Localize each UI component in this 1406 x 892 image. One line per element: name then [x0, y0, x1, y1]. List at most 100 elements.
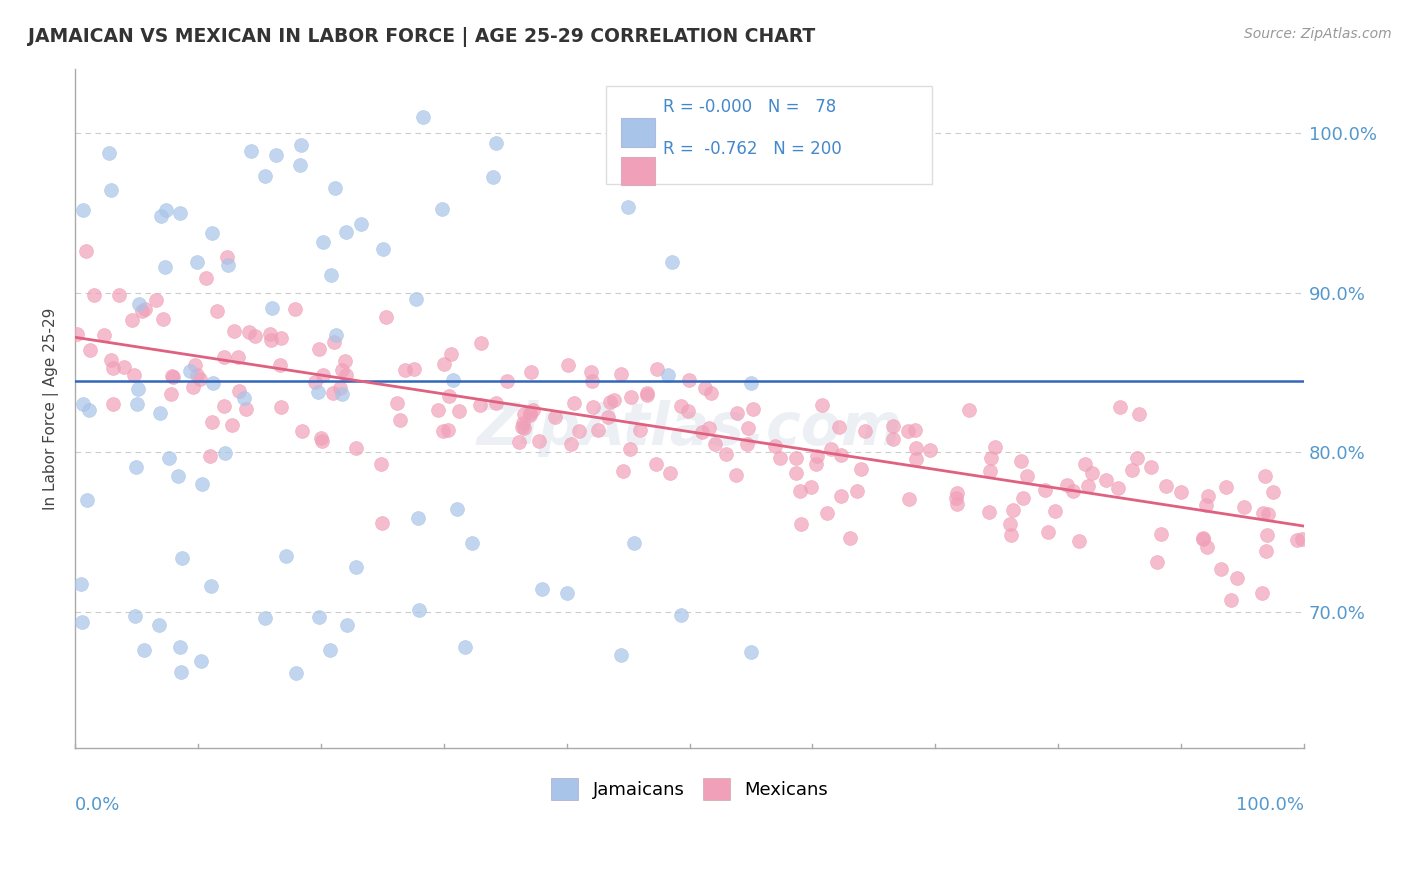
- Text: 100.0%: 100.0%: [1236, 796, 1305, 814]
- Point: [412, 110, 434, 124]
- Point: [83, 287, 105, 301]
- Point: [678, 403, 700, 417]
- Point: [446, 502, 468, 516]
- Point: [235, 402, 257, 417]
- Point: [217, 250, 239, 264]
- Point: [162, 369, 184, 384]
- Point: [1291, 532, 1313, 546]
- Point: [336, 617, 359, 632]
- Point: [201, 415, 224, 429]
- Point: [485, 136, 508, 150]
- Point: [322, 386, 344, 401]
- Point: [700, 386, 723, 401]
- Point: [195, 271, 218, 285]
- Text: Source: ZipAtlas.com: Source: ZipAtlas.com: [1244, 27, 1392, 41]
- Point: [374, 310, 396, 324]
- Legend: Jamaicans, Mexicans: Jamaicans, Mexicans: [544, 771, 835, 807]
- Point: [510, 420, 533, 434]
- Point: [697, 421, 720, 435]
- Text: R =  -0.762   N = 200: R = -0.762 N = 200: [662, 140, 841, 158]
- Point: [562, 396, 585, 410]
- Point: [440, 347, 463, 361]
- Point: [405, 292, 427, 306]
- Point: [217, 258, 239, 272]
- Point: [127, 397, 149, 411]
- Point: [1043, 504, 1066, 518]
- Point: [481, 170, 503, 185]
- Point: [76, 492, 98, 507]
- Point: [789, 483, 811, 498]
- Point: [519, 408, 541, 422]
- Point: [979, 464, 1001, 478]
- Point: [1209, 562, 1232, 576]
- Point: [1017, 469, 1039, 483]
- Point: [897, 424, 920, 438]
- Point: [66, 327, 89, 342]
- Point: [904, 441, 927, 455]
- Point: [276, 549, 298, 564]
- Point: [1192, 531, 1215, 545]
- Point: [998, 517, 1021, 532]
- Point: [432, 202, 454, 217]
- Point: [322, 335, 344, 350]
- Point: [264, 148, 287, 162]
- Point: [620, 390, 643, 404]
- Point: [945, 491, 967, 505]
- Point: [659, 466, 682, 480]
- Point: [636, 387, 658, 401]
- Text: R = -0.000   N =   78: R = -0.000 N = 78: [662, 98, 835, 116]
- Point: [1285, 533, 1308, 547]
- Point: [186, 368, 208, 383]
- Point: [427, 403, 450, 417]
- Point: [311, 368, 333, 382]
- Point: [155, 203, 177, 218]
- Point: [1251, 506, 1274, 520]
- Point: [1077, 479, 1099, 493]
- Point: [169, 206, 191, 220]
- Text: ZipAtlas.com: ZipAtlas.com: [477, 401, 903, 458]
- Point: [101, 361, 124, 376]
- Point: [1194, 498, 1216, 512]
- Point: [811, 399, 834, 413]
- Point: [97, 145, 120, 160]
- Point: [288, 158, 311, 172]
- Point: [72, 202, 94, 217]
- Point: [849, 462, 872, 476]
- Point: [371, 516, 394, 530]
- Point: [183, 379, 205, 393]
- Point: [957, 403, 980, 417]
- Point: [205, 304, 228, 318]
- Point: [846, 484, 869, 499]
- Point: [830, 448, 852, 462]
- Point: [228, 384, 250, 399]
- Point: [318, 642, 340, 657]
- Point: [1150, 526, 1173, 541]
- Point: [1225, 571, 1247, 585]
- Point: [131, 303, 153, 318]
- Point: [149, 407, 172, 421]
- Point: [645, 362, 668, 376]
- Point: [370, 457, 392, 471]
- Point: [1108, 400, 1130, 414]
- Point: [740, 645, 762, 659]
- Point: [1125, 451, 1147, 466]
- Point: [1170, 484, 1192, 499]
- Point: [201, 226, 224, 240]
- Point: [170, 550, 193, 565]
- Point: [149, 209, 172, 223]
- FancyBboxPatch shape: [621, 118, 655, 146]
- Point: [108, 288, 131, 302]
- Point: [101, 397, 124, 411]
- Point: [344, 441, 367, 455]
- Point: [1233, 500, 1256, 514]
- Point: [239, 144, 262, 158]
- Point: [179, 363, 201, 377]
- Point: [285, 666, 308, 681]
- Text: 0.0%: 0.0%: [75, 796, 121, 814]
- Point: [308, 342, 330, 356]
- Point: [1256, 527, 1278, 541]
- Point: [134, 301, 156, 316]
- Point: [184, 359, 207, 373]
- Point: [270, 400, 292, 414]
- Point: [853, 425, 876, 439]
